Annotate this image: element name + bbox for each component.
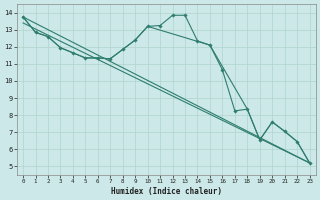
X-axis label: Humidex (Indice chaleur): Humidex (Indice chaleur) [111,187,222,196]
